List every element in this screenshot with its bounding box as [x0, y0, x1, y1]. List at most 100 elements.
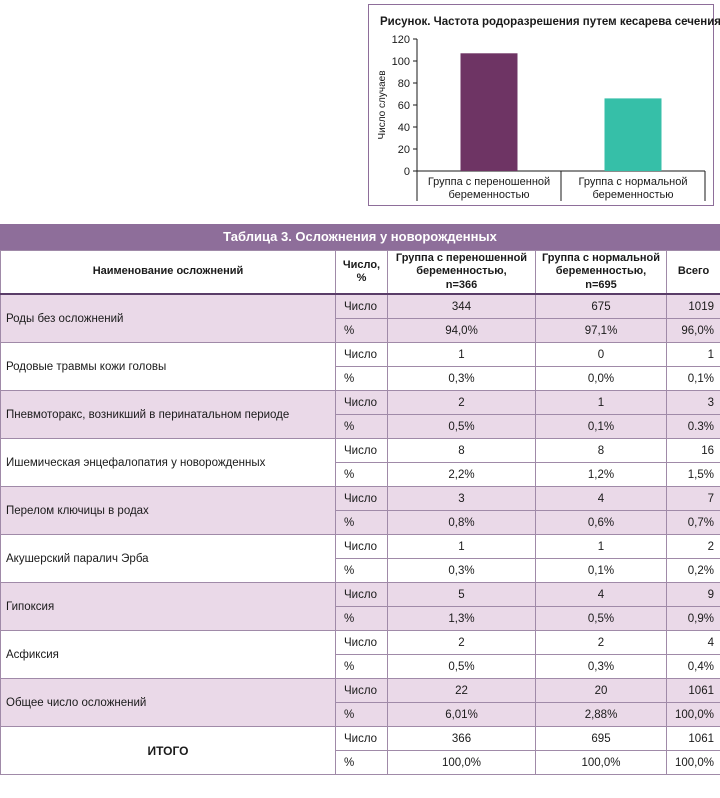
normal-value: 0,5%	[535, 606, 667, 631]
category-label: беременностью	[593, 189, 674, 201]
table-row: ИТОГО Число 366 695 1061	[0, 726, 720, 775]
table-row: % 0,3% 0,0% 0,1%	[1, 366, 720, 391]
unit-cell: Число	[335, 486, 388, 511]
unit-cell: Число	[335, 726, 388, 751]
postterm-value: 0,5%	[387, 654, 536, 679]
unit-cell: %	[335, 654, 388, 679]
unit-cell: %	[335, 414, 388, 439]
y-tick-label: 0	[404, 166, 410, 178]
table-row: Роды без осложнений Число 344 675 1019	[0, 293, 720, 343]
complication-name: Ишемическая энцефалопатия у новорожденны…	[0, 438, 336, 487]
y-tick-label: 120	[392, 34, 410, 46]
table-row: Общее число осложнений Число 22 20 1061	[0, 678, 720, 727]
postterm-value: 0,8%	[387, 510, 536, 535]
postterm-value: 3	[387, 486, 536, 511]
table-row: Гипоксия Число 5 4 9	[0, 582, 720, 631]
table-row: % 1,3% 0,5% 0,9%	[1, 606, 720, 631]
unit-cell: %	[335, 366, 388, 391]
table-title: Таблица 3. Осложнения у новорожденных	[0, 224, 720, 250]
total-value: 0,4%	[666, 654, 720, 679]
normal-value: 0,1%	[535, 558, 667, 583]
complication-name: Родовые травмы кожи головы	[0, 342, 336, 391]
normal-value: 0,3%	[535, 654, 667, 679]
total-value: 1	[666, 342, 720, 367]
normal-value: 8	[535, 438, 667, 463]
postterm-value: 5	[387, 582, 536, 607]
unit-cell: Число	[335, 630, 388, 655]
normal-value: 20	[535, 678, 667, 703]
unit-cell: %	[335, 702, 388, 727]
postterm-value: 0,5%	[387, 414, 536, 439]
unit-cell: %	[335, 606, 388, 631]
total-value: 2	[666, 534, 720, 559]
unit-cell: %	[335, 318, 388, 343]
unit-cell: Число	[335, 390, 388, 415]
postterm-value: 1	[387, 534, 536, 559]
normal-value: 4	[535, 582, 667, 607]
postterm-value: 22	[387, 678, 536, 703]
total-value: 100,0%	[666, 750, 720, 775]
normal-value: 100,0%	[535, 750, 667, 775]
normal-value: 1,2%	[535, 462, 667, 487]
postterm-value: 0,3%	[387, 366, 536, 391]
total-value: 1061	[666, 678, 720, 703]
postterm-value: 2,2%	[387, 462, 536, 487]
y-axis-label: Число случаев	[377, 70, 388, 139]
header-group-normal: Группа с нормальной беременностью, n=695	[535, 250, 667, 295]
normal-value: 97,1%	[535, 318, 667, 343]
y-tick-label: 100	[392, 56, 410, 68]
complication-name: Пневмоторакс, возникший в перинатальном …	[0, 390, 336, 439]
complication-name: Гипоксия	[0, 582, 336, 631]
category-label: беременностью	[449, 189, 530, 201]
bar	[604, 98, 662, 171]
total-value: 9	[666, 582, 720, 607]
table-row: Асфиксия Число 2 2 4	[0, 630, 720, 679]
complication-name: Акушерский паралич Эрба	[0, 534, 336, 583]
table-row: % 6,01% 2,88% 100,0%	[1, 702, 720, 727]
normal-value: 2	[535, 630, 667, 655]
postterm-value: 100,0%	[387, 750, 536, 775]
unit-cell: %	[335, 558, 388, 583]
table-row: Пневмоторакс, возникший в перинатальном …	[0, 390, 720, 439]
total-value: 1019	[666, 293, 720, 319]
total-value: 4	[666, 630, 720, 655]
postterm-value: 2	[387, 630, 536, 655]
unit-cell: Число	[335, 678, 388, 703]
total-value: 0,2%	[666, 558, 720, 583]
complication-name: Перелом ключицы в родах	[0, 486, 336, 535]
complication-name: Роды без осложнений	[0, 293, 336, 343]
normal-value: 675	[535, 293, 667, 319]
postterm-value: 8	[387, 438, 536, 463]
total-value: 1061	[666, 726, 720, 751]
unit-cell: Число	[335, 293, 388, 319]
bar-chart: 0 20 40 60 80 100 120 Число случаев Группа с пер…	[377, 34, 706, 201]
unit-cell: %	[335, 510, 388, 535]
header-group-postterm: Группа с переношенной беременностью, n=3…	[387, 250, 536, 295]
unit-cell: Число	[335, 534, 388, 559]
y-tick-label: 40	[398, 122, 410, 134]
normal-value: 0,6%	[535, 510, 667, 535]
total-value: 16	[666, 438, 720, 463]
table-row: Ишемическая энцефалопатия у новорожденны…	[0, 438, 720, 487]
normal-value: 2,88%	[535, 702, 667, 727]
total-value: 0,9%	[666, 606, 720, 631]
table-row: % 0,5% 0,1% 0.3%	[1, 414, 720, 439]
unit-cell: %	[335, 750, 388, 775]
normal-value: 0,0%	[535, 366, 667, 391]
y-tick-label: 20	[398, 144, 410, 156]
y-tick-label: 60	[398, 100, 410, 112]
normal-value: 4	[535, 486, 667, 511]
complications-table-panel: Таблица 3. Осложнения у новорожденных На…	[0, 224, 720, 775]
unit-cell: %	[335, 462, 388, 487]
total-value: 7	[666, 486, 720, 511]
total-value: 0,7%	[666, 510, 720, 535]
complication-name: Асфиксия	[0, 630, 336, 679]
complications-table: Наименование осложнений Число, % Группа …	[0, 250, 720, 775]
bar	[460, 53, 518, 171]
postterm-value: 344	[387, 293, 536, 319]
total-value: 3	[666, 390, 720, 415]
postterm-value: 6,01%	[387, 702, 536, 727]
total-value: 1,5%	[666, 462, 720, 487]
postterm-value: 1,3%	[387, 606, 536, 631]
table-row: % 94,0% 97,1% 96,0%	[1, 318, 720, 343]
